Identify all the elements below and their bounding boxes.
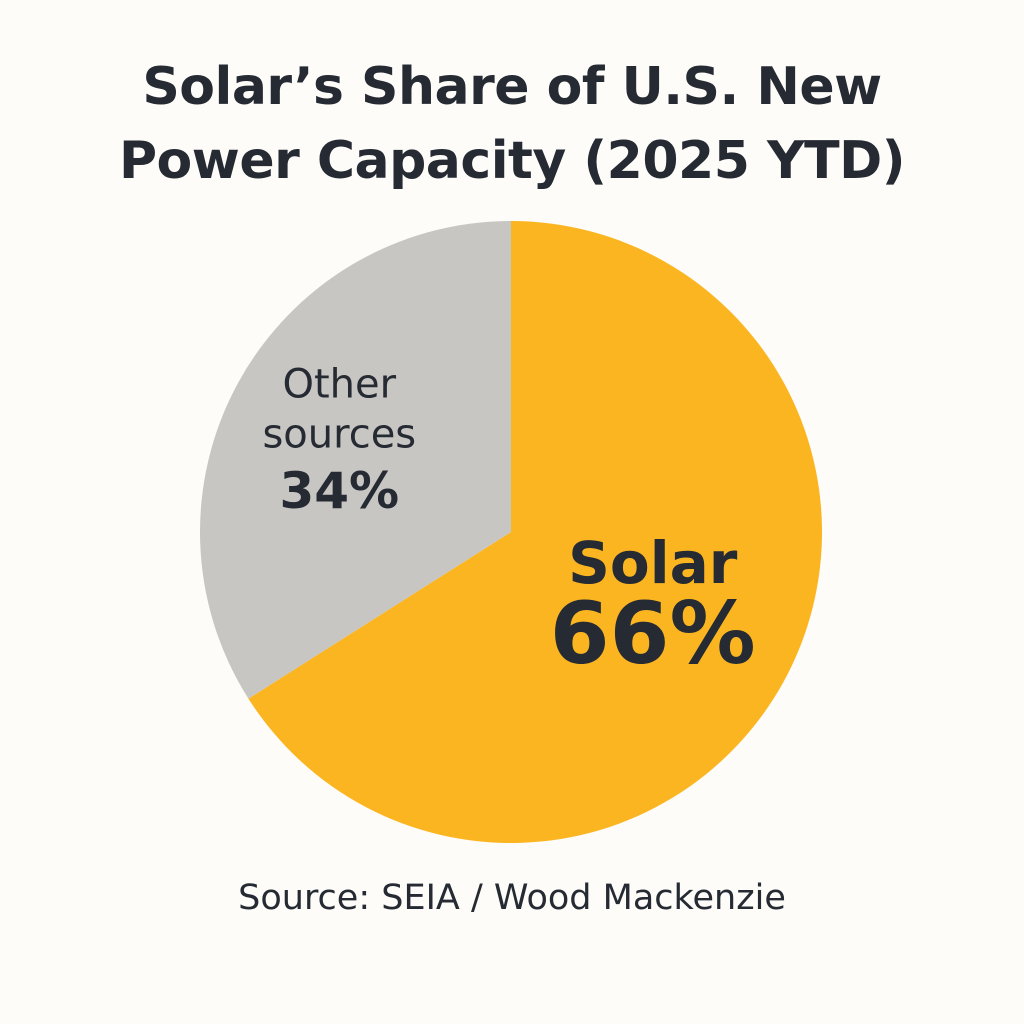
pie-category-label-other-sources: sources	[262, 412, 416, 458]
chart-title: Solar’s Share of U.S. New Power Capacity…	[0, 50, 1024, 198]
chart-title-line-1: Solar’s Share of U.S. New	[142, 57, 882, 117]
source-note: Source: SEIA / Wood Mackenzie	[238, 878, 786, 918]
pie-slices	[199, 220, 823, 843]
pie-value-label-other-sources: 34%	[279, 462, 399, 520]
pie-category-label-other-sources: Other	[283, 362, 397, 408]
pie-category-label-solar: Solar	[568, 529, 738, 597]
pie-slice-solar	[248, 221, 823, 843]
pie-value-label-solar: 66%	[550, 584, 756, 684]
pie-slice-other-sources	[199, 220, 511, 699]
chart-title-line-2: Power Capacity (2025 YTD)	[118, 131, 906, 191]
